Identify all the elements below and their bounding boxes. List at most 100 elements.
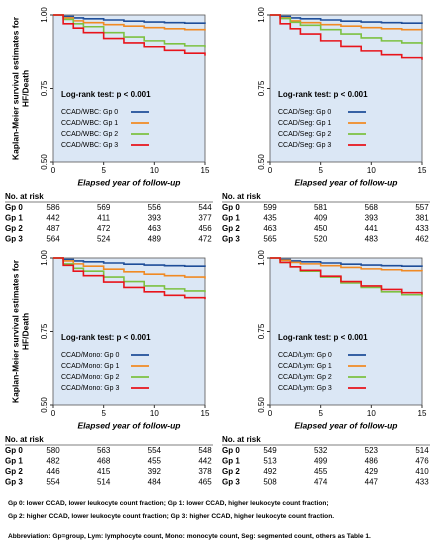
survival-curve [270,14,423,45]
risk-count: 523 [365,446,379,455]
risk-count: 556 [148,203,162,212]
survival-curve [270,257,423,268]
legend-label: CCAD/Seg: Gp 2 [278,131,331,138]
risk-count: 462 [415,235,429,244]
annotation: Log-rank test: p < 0.001 [61,90,151,99]
risk-row-label: Gp 3 [5,235,23,244]
risk-header: No. at risk [222,192,261,201]
footnote: Abbreviation: Gp=group, Lym: lymphocyte … [8,533,371,540]
legend-label: CCAD/Lym: Gp 1 [278,363,332,370]
legend-label: CCAD/Mono: Gp 1 [61,363,119,370]
risk-row-label: Gp 2 [5,467,23,476]
legend-label: CCAD/WBC: Gp 3 [61,142,118,149]
x-tick-label: 15 [418,166,427,175]
risk-row-label: Gp 2 [5,224,23,233]
risk-count: 456 [198,224,212,233]
risk-row-label: Gp 3 [222,235,240,244]
legend-label: CCAD/Mono: Gp 0 [61,352,119,359]
risk-row-label: Gp 1 [222,214,240,223]
plot-area [52,14,206,163]
risk-row-label: Gp 1 [222,457,240,466]
survival-curve [53,257,206,268]
y-tick-label: 0.75 [40,80,49,96]
risk-count: 442 [198,457,212,466]
risk-count: 463 [148,224,162,233]
risk-count: 393 [148,214,162,223]
x-tick-label: 0 [268,409,273,418]
plot-area [52,257,206,406]
survival-curve [53,14,206,48]
risk-row-label: Gp 0 [5,446,23,455]
x-tick-label: 0 [51,166,56,175]
survival-curve [270,257,423,272]
risk-row-label: Gp 1 [5,214,23,223]
risk-count: 599 [263,203,277,212]
risk-count: 487 [46,224,60,233]
risk-row-label: Gp 2 [222,467,240,476]
y-tick-label: 1.00 [40,250,49,266]
x-axis-label: Elapsed year of follow-up [295,420,398,430]
risk-count: 411 [97,214,110,223]
y-tick-label: 1.00 [40,7,49,23]
x-axis-label: Elapsed year of follow-up [78,420,181,430]
y-tick-label: 0.75 [40,323,49,339]
y-tick-label: 1.00 [257,250,266,266]
risk-count: 569 [97,203,111,212]
risk-count: 465 [198,478,212,487]
legend-label: CCAD/Mono: Gp 3 [61,385,119,392]
risk-row-label: Gp 3 [222,478,240,487]
risk-count: 381 [415,214,429,223]
survival-curve [53,14,206,56]
risk-header: No. at risk [222,435,261,444]
x-tick-label: 5 [318,166,323,175]
annotation: Log-rank test: p < 0.001 [61,333,151,342]
risk-count: 455 [148,457,162,466]
risk-header: No. at risk [5,435,44,444]
risk-header: No. at risk [5,192,44,201]
survival-curve [53,14,206,31]
y-axis-label: Kaplan-Meier survival estimates for [10,259,20,403]
risk-count: 514 [97,478,111,487]
risk-count: 377 [198,214,212,223]
risk-count: 483 [365,235,379,244]
y-tick-label: 0.75 [257,323,266,339]
footnote: Gp 0: lower CCAD, lower leukocyte count … [8,500,329,507]
y-tick-label: 0.75 [257,80,266,96]
annotation: Log-rank test: p < 0.001 [278,90,368,99]
risk-count: 472 [198,235,212,244]
y-tick-label: 0.50 [257,154,266,170]
risk-count: 450 [314,224,328,233]
y-tick-label: 0.50 [257,397,266,413]
y-tick-label: 1.00 [257,7,266,23]
x-tick-label: 5 [101,166,106,175]
risk-count: 514 [415,446,429,455]
risk-count: 482 [46,457,60,466]
risk-count: 484 [148,478,162,487]
survival-curve [270,14,423,25]
risk-row-label: Gp 1 [5,457,23,466]
legend-label: CCAD/WBC: Gp 2 [61,131,118,138]
risk-count: 554 [148,446,162,455]
risk-row-label: Gp 2 [222,224,240,233]
risk-count: 468 [97,457,111,466]
risk-count: 581 [314,203,328,212]
risk-count: 513 [263,457,277,466]
risk-count: 554 [46,478,60,487]
x-tick-label: 10 [367,166,376,175]
risk-count: 433 [415,224,429,233]
x-axis-label: Elapsed year of follow-up [295,177,398,187]
survival-curve [53,14,206,25]
risk-count: 568 [365,203,379,212]
y-axis-label: HF/Death [20,313,30,350]
x-tick-label: 0 [51,409,56,418]
x-tick-label: 5 [318,409,323,418]
plot-area [269,257,423,406]
risk-count: 520 [314,235,328,244]
legend-label: CCAD/WBC: Gp 1 [61,120,118,127]
legend-label: CCAD/Seg: Gp 3 [278,142,331,149]
plot-area [269,14,423,163]
risk-count: 580 [46,446,60,455]
risk-count: 393 [365,214,379,223]
risk-count: 492 [263,467,277,476]
annotation: Log-rank test: p < 0.001 [278,333,368,342]
